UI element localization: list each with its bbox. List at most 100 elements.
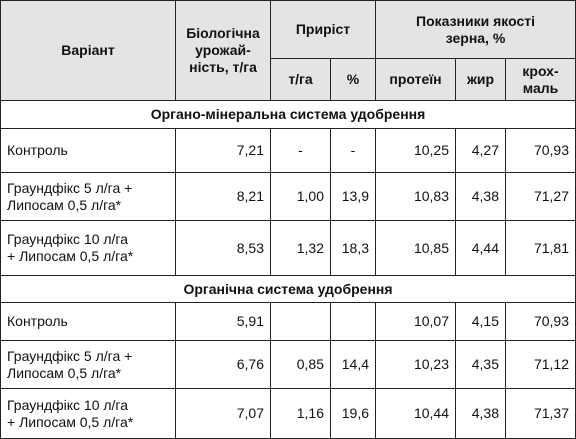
cell-text: зерна, %: [445, 29, 506, 46]
cell-text: Органо-мінеральна система удобрення: [150, 106, 426, 122]
cell-text: жир: [466, 71, 495, 87]
value-cell: 71,12: [505, 340, 576, 389]
cell-text: 10,23: [413, 356, 449, 372]
cell-text: Граундфікс 10 л/га: [7, 231, 129, 247]
value-cell: [330, 302, 376, 341]
header-cell: Варіант: [0, 0, 176, 101]
value-cell: -: [270, 128, 331, 173]
value-cell: 6,76: [175, 340, 271, 389]
table-row: Органічна система удобрення: [0, 275, 576, 303]
value-cell: 71,81: [505, 220, 576, 276]
cell-text: 1,32: [296, 239, 324, 256]
cell-text: Приріст: [295, 21, 351, 37]
cell-text: -: [298, 142, 303, 158]
row-label: Граундфікс 5 л/га + Липосам 0,5 л/га*: [0, 172, 176, 221]
header-cell: %: [330, 58, 376, 101]
header-cell: Приріст: [270, 0, 376, 59]
section-title: Органічна система удобрення: [0, 275, 576, 303]
table-row: Граундфікс 5 л/га + Липосам 0,5 л/га* 6,76…: [0, 340, 576, 389]
value-cell: 4,35: [455, 340, 506, 389]
cell-text: 13,9: [341, 188, 369, 204]
cell-text: 10,07: [413, 313, 449, 329]
cell-text: 70,93: [533, 313, 569, 329]
cell-text: 10,25: [413, 142, 449, 158]
cell-text: 4,35: [471, 356, 499, 372]
cell-text: Липосам 0,5 л/га*: [7, 196, 122, 213]
table-row: Граундфікс 10 л/га + Липосам 0,5 л/га* 8,5…: [0, 220, 576, 276]
table-row: т/га% протеїн жир крох-маль: [1, 58, 576, 101]
row-label: Контроль: [0, 128, 176, 173]
cell-text: 8,21: [236, 188, 264, 204]
cell-text: -: [350, 142, 356, 158]
cell-text: 19,6: [341, 405, 369, 421]
header-cell: Показники якості зерна, %: [375, 0, 576, 59]
value-cell: 5,91: [175, 302, 271, 341]
table-row: Варіант Біологічна урожай-ність, т/га Прирі…: [0, 0, 576, 101]
table-row: Граундфікс 5 л/га + Липосам 0,5 л/га* 8,21…: [0, 172, 576, 221]
value-cell: 1,16: [270, 388, 331, 439]
table-row: Органо-мінеральна система удобрення: [0, 100, 576, 129]
cell-text: урожай-: [195, 42, 251, 58]
value-cell: 10,83: [375, 172, 456, 221]
cell-text: т/га: [288, 71, 313, 87]
value-cell: 10,07: [375, 302, 456, 341]
cell-text: Граундфікс 10 л/га: [7, 396, 129, 413]
value-cell: 70,93: [505, 302, 576, 341]
table-row: Граундфікс 10 л/га + Липосам 0,5 л/га* 7,0…: [0, 388, 576, 439]
cell-text: 8,53: [236, 239, 264, 256]
cell-text: 7,21: [236, 142, 264, 158]
value-cell: 10,25: [375, 128, 456, 173]
value-cell: 4,15: [455, 302, 506, 341]
cell-text: 4,38: [471, 188, 499, 204]
row-label: Граундфікс 10 л/га + Липосам 0,5 л/га*: [0, 388, 176, 439]
row-label: Граундфікс 10 л/га + Липосам 0,5 л/га*: [0, 220, 176, 276]
cell-text: 6,76: [236, 356, 264, 372]
cell-text: Варіант: [61, 42, 115, 58]
cell-text: 18,3: [341, 239, 369, 256]
cell-text: 4,44: [471, 239, 499, 256]
cell-text: 4,38: [471, 405, 499, 421]
value-cell: 70,93: [505, 128, 576, 173]
cell-text: + Липосам 0,5 л/га*: [7, 248, 134, 264]
cell-text: 71,81: [533, 239, 569, 256]
header-cell: крох-маль: [505, 58, 576, 101]
header-cell: Біологічна урожай-ність, т/га: [175, 0, 271, 101]
value-cell: 10,85: [375, 220, 456, 276]
row-label: Контроль: [0, 302, 176, 341]
cell-text: + Липосам 0,5 л/га*: [7, 413, 134, 430]
value-cell: 18,3: [330, 220, 376, 276]
cell-text: Контроль: [7, 142, 68, 158]
row-label: Граундфікс 5 л/га + Липосам 0,5 л/га*: [0, 340, 176, 389]
cell-text: 1,16: [296, 405, 324, 421]
cell-text: 10,85: [413, 239, 449, 256]
value-cell: 4,44: [455, 220, 506, 276]
cell-text: %: [346, 71, 360, 87]
value-cell: 4,38: [455, 388, 506, 439]
table-row: Контроль 7,21 - - 10,25 4,27 70,93: [0, 128, 576, 173]
value-cell: 13,9: [330, 172, 376, 221]
value-cell: 7,07: [175, 388, 271, 439]
value-cell: [270, 302, 331, 341]
value-cell: 1,00: [270, 172, 331, 221]
value-cell: 8,53: [175, 220, 271, 276]
cell-text: протеїн: [389, 71, 442, 87]
cell-text: Контроль: [7, 313, 68, 329]
table-row: Контроль 5,91 10,07 4,15 70,93: [0, 302, 576, 341]
cell-text: 0,85: [296, 356, 324, 372]
value-cell: 19,6: [330, 388, 376, 439]
header-cell: жир: [455, 58, 506, 101]
cell-text: маль: [522, 79, 559, 96]
cell-text: 70,93: [533, 142, 569, 158]
value-cell: -: [330, 128, 376, 173]
value-cell: 10,44: [375, 388, 456, 439]
value-cell: 0,85: [270, 340, 331, 389]
cell-text: Показники якості: [416, 12, 535, 29]
value-cell: 71,37: [505, 388, 576, 439]
cell-text: 10,83: [413, 188, 449, 204]
header-cell: т/га: [270, 58, 331, 101]
cell-text: Біологічна: [186, 25, 260, 41]
value-cell: 4,38: [455, 172, 506, 221]
value-cell: 7,21: [175, 128, 271, 173]
